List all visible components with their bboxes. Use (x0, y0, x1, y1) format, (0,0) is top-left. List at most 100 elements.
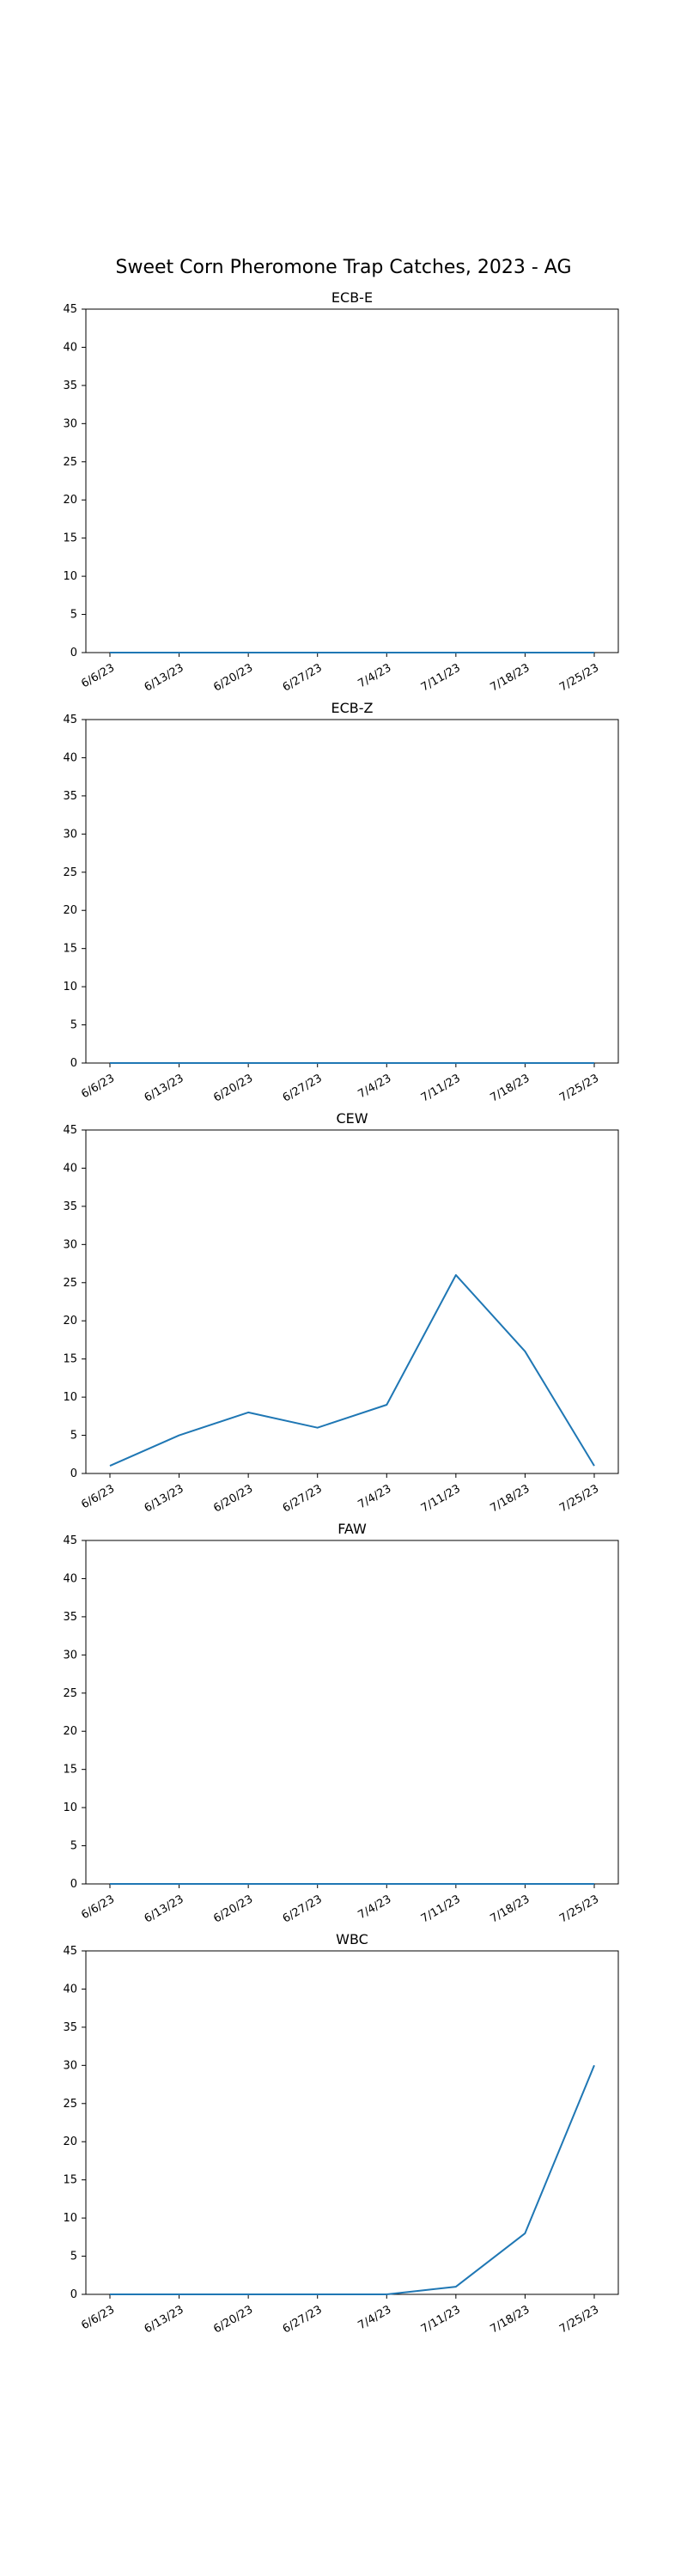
data-point (108, 651, 112, 654)
data-point (108, 2293, 112, 2296)
figure-title: Sweet Corn Pheromone Trap Catches, 2023 … (116, 257, 572, 278)
plot-area (85, 1129, 619, 1474)
y-tick-label: 20 (63, 2136, 77, 2148)
data-point (593, 1464, 596, 1467)
panel-title: ECB-E (331, 289, 373, 306)
panel-title: ECB-Z (331, 700, 374, 716)
y-tick-label: 20 (63, 904, 77, 917)
data-point (385, 651, 388, 654)
data-point (593, 2063, 596, 2067)
y-tick-label: 30 (63, 828, 77, 841)
y-tick-label: 0 (70, 2288, 77, 2301)
y-tick-label: 10 (63, 2212, 77, 2225)
y-tick-label: 15 (63, 943, 77, 956)
data-point (178, 1434, 181, 1437)
y-tick-label: 40 (63, 1572, 77, 1585)
data-point (523, 1882, 526, 1886)
series-line (110, 2064, 595, 2295)
data-point (454, 1882, 458, 1886)
y-tick-label: 35 (63, 1611, 77, 1624)
panel-title: CEW (336, 1110, 368, 1127)
panel-title: WBC (336, 1931, 368, 1947)
data-point (523, 2232, 526, 2235)
y-tick-label: 35 (63, 790, 77, 803)
panel-title: FAW (337, 1521, 367, 1537)
y-tick-label: 30 (63, 2059, 77, 2072)
y-tick-label: 5 (70, 1840, 77, 1853)
y-tick-label: 25 (63, 1687, 77, 1700)
data-point (246, 1061, 250, 1065)
y-tick-label: 30 (63, 1238, 77, 1251)
data-point (385, 2293, 388, 2296)
y-tick-label: 0 (70, 1057, 77, 1070)
data-point (454, 651, 458, 654)
y-tick-label: 45 (63, 303, 77, 316)
data-point (178, 1882, 181, 1886)
y-tick-label: 5 (70, 1019, 77, 1032)
y-tick-label: 40 (63, 341, 77, 354)
y-tick-label: 10 (63, 981, 77, 993)
y-tick-label: 25 (63, 456, 77, 469)
data-point (523, 1061, 526, 1065)
y-tick-label: 15 (63, 1353, 77, 1366)
data-point (246, 2293, 250, 2296)
y-tick-label: 25 (63, 866, 77, 879)
data-point (316, 651, 319, 654)
y-tick-label: 10 (63, 1801, 77, 1814)
data-point (316, 2293, 319, 2296)
y-tick-label: 25 (63, 2098, 77, 2111)
y-tick-label: 5 (70, 2251, 77, 2263)
y-tick-label: 40 (63, 1983, 77, 1996)
data-point (593, 1882, 596, 1886)
y-tick-label: 45 (63, 1945, 77, 1958)
data-point (178, 2293, 181, 2296)
y-tick-label: 30 (63, 417, 77, 430)
data-point (178, 1061, 181, 1065)
y-tick-label: 10 (63, 1391, 77, 1404)
data-point (454, 1273, 458, 1277)
y-tick-label: 20 (63, 1315, 77, 1327)
y-tick-label: 45 (63, 714, 77, 726)
series-line (109, 1273, 595, 1467)
data-point (108, 1464, 112, 1467)
data-point (316, 1061, 319, 1065)
data-point (385, 1061, 388, 1065)
y-tick-label: 15 (63, 2174, 77, 2187)
y-tick-label: 15 (63, 532, 77, 545)
data-point (454, 2285, 458, 2288)
y-tick-label: 35 (63, 2021, 77, 2034)
y-tick-label: 30 (63, 1649, 77, 1662)
y-tick-label: 10 (63, 570, 77, 583)
data-point (108, 1061, 112, 1065)
y-tick-label: 0 (70, 1878, 77, 1891)
y-tick-label: 40 (63, 1162, 77, 1175)
y-tick-label: 5 (70, 1430, 77, 1443)
data-point (316, 1882, 319, 1886)
data-point (178, 651, 181, 654)
y-tick-label: 45 (63, 1534, 77, 1547)
data-point (385, 1403, 388, 1406)
y-tick-label: 15 (63, 1764, 77, 1777)
data-point (523, 1350, 526, 1353)
data-point (385, 1882, 388, 1886)
data-point (246, 1882, 250, 1886)
data-point (593, 651, 596, 654)
y-tick-label: 35 (63, 1200, 77, 1213)
y-tick-label: 0 (70, 1467, 77, 1480)
data-point (246, 651, 250, 654)
y-tick-label: 45 (63, 1124, 77, 1137)
data-point (593, 1061, 596, 1065)
y-tick-label: 20 (63, 494, 77, 507)
data-point (316, 1426, 319, 1430)
y-tick-label: 25 (63, 1277, 77, 1290)
data-point (454, 1061, 458, 1065)
data-point (523, 651, 526, 654)
data-point (108, 1882, 112, 1886)
y-tick-label: 40 (63, 751, 77, 764)
y-tick-label: 0 (70, 647, 77, 659)
y-tick-label: 35 (63, 380, 77, 392)
y-tick-label: 5 (70, 609, 77, 622)
data-point (246, 1411, 250, 1414)
